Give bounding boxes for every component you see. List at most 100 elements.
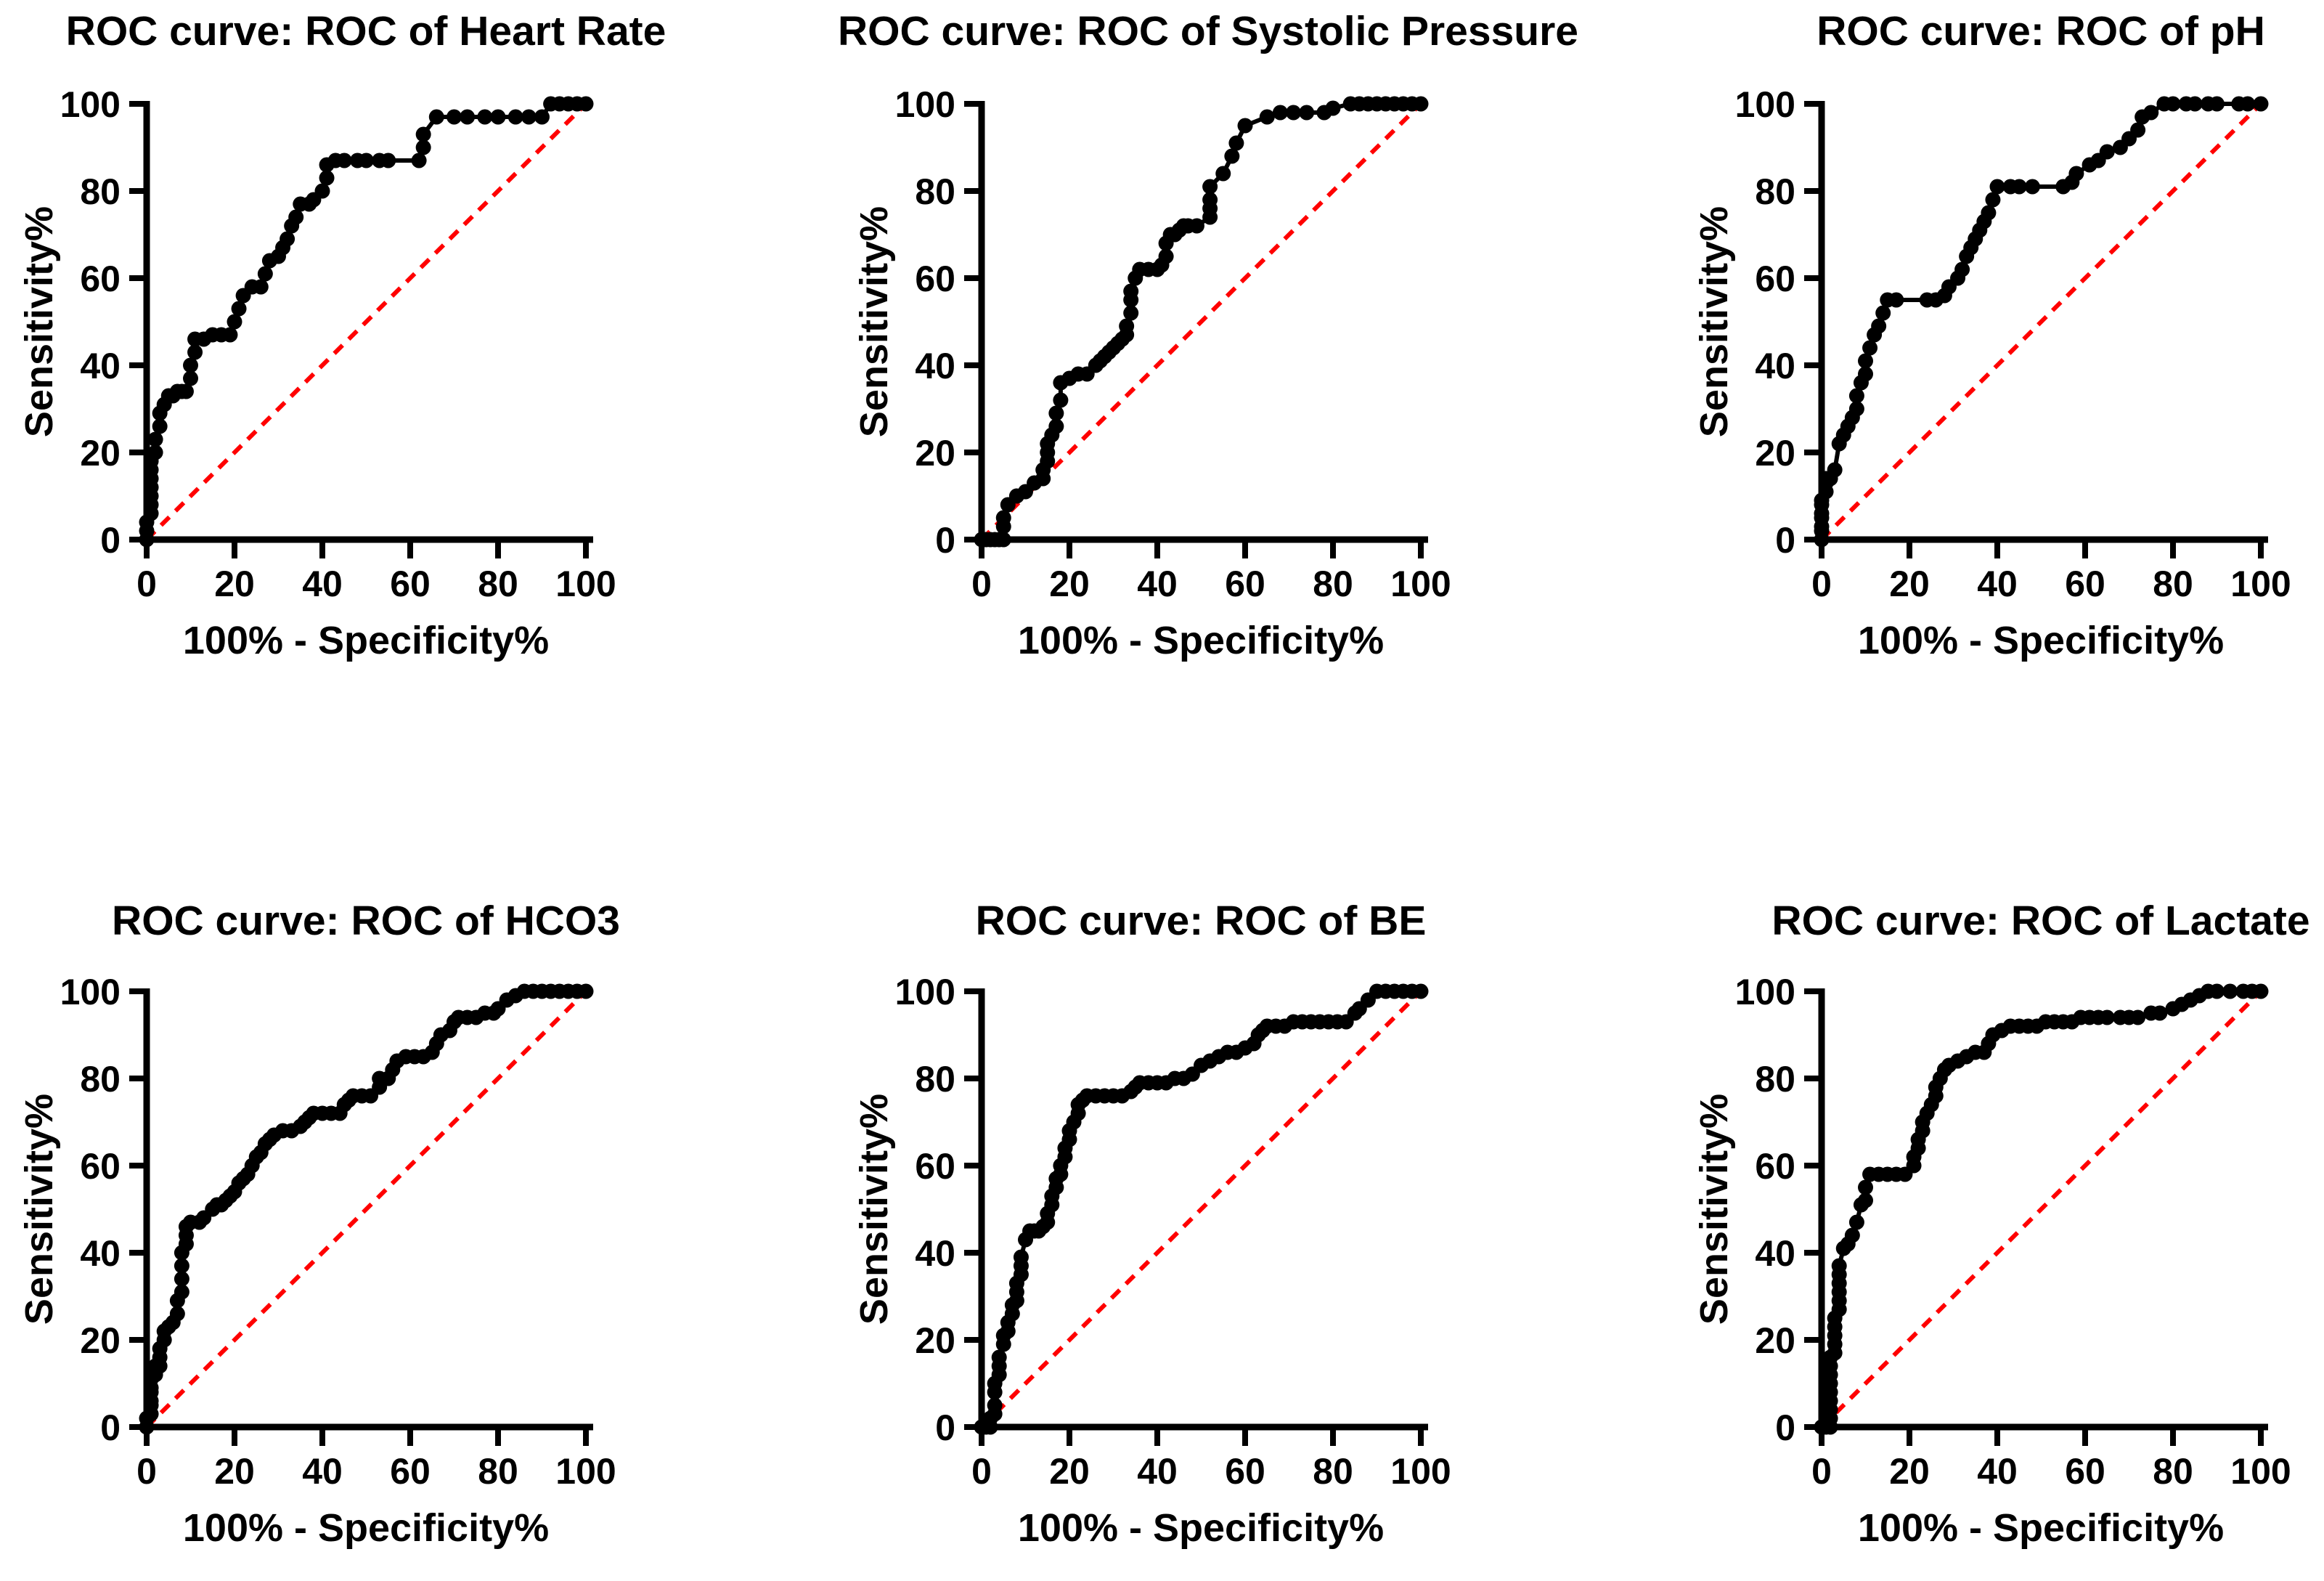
roc-data-point <box>1871 318 1887 334</box>
chance-diagonal-line <box>979 102 1423 542</box>
roc-data-point <box>147 431 163 447</box>
y-tick-label: 60 <box>80 259 121 299</box>
x-tick-label: 60 <box>2065 564 2105 604</box>
x-axis-title: 100% - Specificity% <box>1017 619 1385 662</box>
roc-data-point <box>1202 179 1218 195</box>
y-tick-label: 60 <box>1755 1146 1795 1187</box>
roc-data-point <box>1272 105 1288 121</box>
y-tick-label: 20 <box>1755 433 1795 474</box>
roc-data-point <box>380 153 396 168</box>
x-tick-label: 40 <box>1977 564 2018 604</box>
roc-data-point <box>507 109 523 125</box>
roc-data-point <box>1989 179 2005 195</box>
roc-data-point <box>2253 96 2269 112</box>
x-tick-label: 100 <box>1390 1451 1451 1492</box>
chance-diagonal-line <box>1819 989 2263 1429</box>
roc-data-point <box>1413 96 1429 112</box>
roc-data-point <box>1985 192 2001 208</box>
y-tick-label: 0 <box>935 520 955 561</box>
roc-panel-lactate: ROC curve: ROC of Lactate Sensitivity% 1… <box>1549 791 2324 1581</box>
roc-data-point <box>174 1271 189 1287</box>
x-tick-label: 80 <box>1313 1451 1353 1492</box>
roc-data-point <box>987 1397 1003 1413</box>
x-tick-label: 60 <box>1225 564 1265 604</box>
x-tick-label: 0 <box>136 1451 157 1492</box>
roc-data-point <box>319 170 335 186</box>
x-tick-label: 80 <box>1313 564 1353 604</box>
roc-data-point <box>359 153 374 168</box>
roc-data-point <box>995 510 1011 526</box>
y-tick-label: 100 <box>1735 972 1795 1012</box>
x-tick-label: 100 <box>1390 564 1451 604</box>
roc-data-point <box>169 1306 185 1322</box>
roc-data-point <box>314 183 330 199</box>
roc-data-point <box>1954 261 1970 277</box>
chance-diagonal-line <box>979 989 1423 1429</box>
y-tick-label: 80 <box>1755 1059 1795 1100</box>
x-tick-label: 100 <box>2230 564 2291 604</box>
roc-panel-hco3: ROC curve: ROC of HCO3 Sensitivity% 100%… <box>0 791 775 1581</box>
y-tick-label: 40 <box>1755 346 1795 386</box>
roc-plot: 0 20 40 60 80 100 0 20 40 60 80 100 <box>60 972 616 1492</box>
x-tick-label: 0 <box>136 564 157 604</box>
roc-plot: 0 20 40 60 80 100 0 20 40 60 80 100 <box>895 84 1451 604</box>
roc-data-point <box>490 109 506 125</box>
roc-data-point <box>415 126 431 142</box>
roc-data-point <box>1862 340 1878 356</box>
y-tick-label: 40 <box>80 346 121 386</box>
x-tick-label: 80 <box>2153 564 2193 604</box>
roc-data-point <box>1259 109 1275 125</box>
y-tick-label: 100 <box>895 84 955 125</box>
y-tick-label: 60 <box>915 259 955 299</box>
roc-data-point <box>1237 118 1253 134</box>
chance-diagonal-line <box>144 102 588 542</box>
x-tick-label: 60 <box>2065 1451 2105 1492</box>
y-tick-label: 40 <box>1755 1233 1795 1274</box>
roc-data-point <box>1888 292 1904 308</box>
roc-data-point <box>1158 248 1174 264</box>
y-tick-label: 20 <box>915 1320 955 1361</box>
x-tick-label: 20 <box>214 564 255 604</box>
roc-data-point <box>1858 353 1873 369</box>
roc-data-point <box>2099 144 2115 160</box>
x-tick-label: 20 <box>1889 564 1930 604</box>
panel-title: ROC curve: ROC of Lactate <box>1771 898 2310 944</box>
roc-data-point <box>222 327 238 343</box>
y-tick-label: 100 <box>895 972 955 1012</box>
roc-data-point <box>1119 318 1135 334</box>
y-tick-label: 60 <box>80 1146 121 1187</box>
roc-data-point <box>1188 218 1204 234</box>
x-tick-label: 100 <box>555 1451 616 1492</box>
roc-data-point <box>534 109 550 125</box>
roc-data-point <box>1831 1258 1847 1274</box>
y-tick-label: 60 <box>915 1146 955 1187</box>
x-tick-label: 40 <box>302 1451 343 1492</box>
y-tick-label: 20 <box>80 433 121 474</box>
x-tick-label: 20 <box>1049 564 1090 604</box>
y-tick-label: 60 <box>1755 259 1795 299</box>
roc-data-point <box>1848 401 1864 417</box>
roc-panel-be: ROC curve: ROC of BE Sensitivity% 100% -… <box>775 791 1549 1581</box>
roc-data-point <box>1844 1227 1860 1243</box>
roc-data-point <box>2209 983 2225 999</box>
roc-data-point <box>2253 983 2269 999</box>
x-tick-label: 40 <box>302 564 343 604</box>
x-axis-title: 100% - Specificity% <box>182 1506 550 1550</box>
x-tick-label: 80 <box>2153 1451 2193 1492</box>
y-tick-label: 40 <box>915 1233 955 1274</box>
y-tick-label: 100 <box>60 84 121 125</box>
y-tick-label: 80 <box>915 1059 955 1100</box>
y-tick-label: 100 <box>1735 84 1795 125</box>
roc-data-point <box>231 301 247 317</box>
x-tick-label: 100 <box>2230 1451 2291 1492</box>
roc-data-point <box>991 1349 1007 1365</box>
y-tick-label: 0 <box>1775 1407 1795 1448</box>
roc-panel-systolic-pressure: ROC curve: ROC of Systolic Pressure Sens… <box>775 0 1578 790</box>
roc-data-point <box>187 344 203 360</box>
x-tick-label: 80 <box>478 564 518 604</box>
x-tick-label: 40 <box>1137 564 1178 604</box>
roc-data-point <box>178 383 194 399</box>
y-tick-label: 20 <box>80 1320 121 1361</box>
x-tick-label: 80 <box>478 1451 518 1492</box>
roc-data-point <box>521 109 537 125</box>
